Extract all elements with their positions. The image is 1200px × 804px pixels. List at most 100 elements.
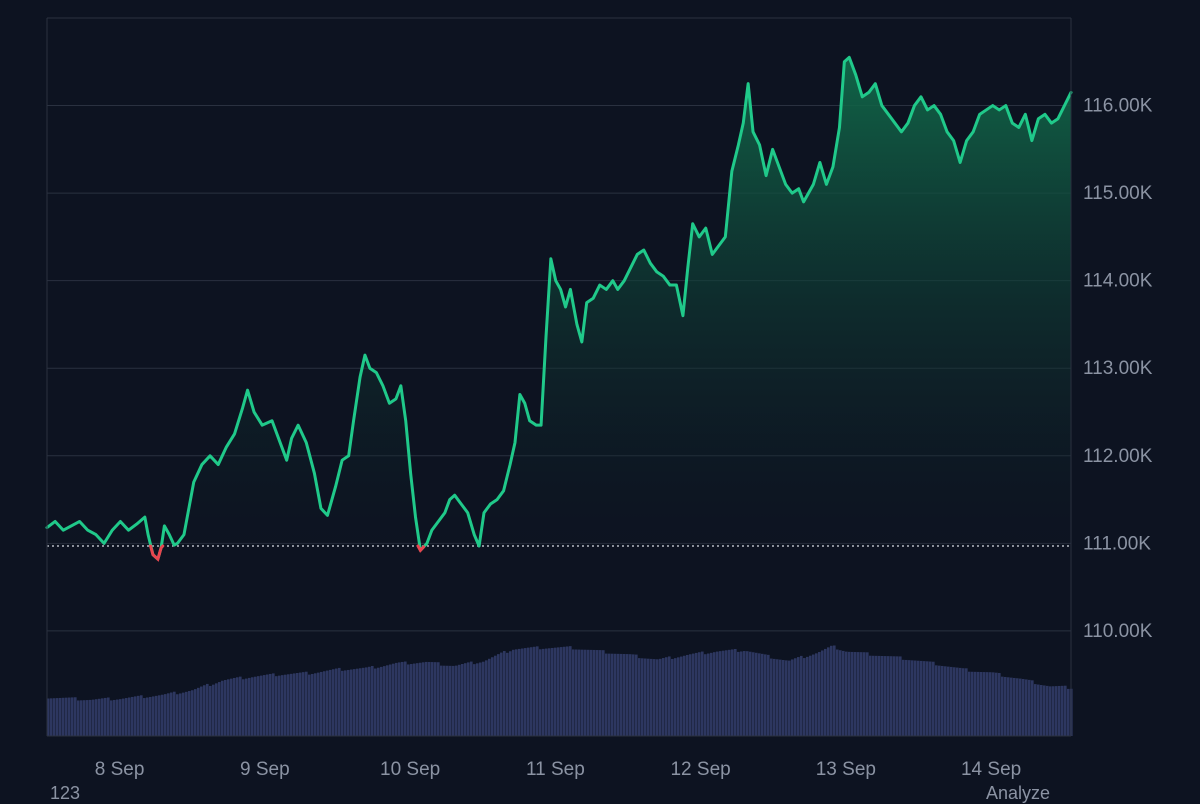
volume-bar <box>467 662 470 736</box>
volume-bar <box>581 650 584 736</box>
volume-bar <box>611 654 614 736</box>
volume-bar <box>545 649 548 736</box>
volume-bar <box>830 646 833 736</box>
volume-bar <box>929 662 932 736</box>
volume-bar <box>179 693 182 736</box>
volume-bar <box>380 667 383 736</box>
volume-bar <box>374 669 377 736</box>
volume-bar <box>341 671 344 736</box>
volume-bar <box>719 651 722 736</box>
volume-bar <box>464 663 467 736</box>
volume-bar <box>770 659 773 736</box>
volume-bar <box>1061 686 1064 736</box>
volume-bar <box>1064 686 1067 736</box>
volume-bar <box>461 664 464 736</box>
volume-bar <box>359 668 362 736</box>
volume-bar <box>458 665 461 736</box>
volume-bar <box>65 698 68 736</box>
volume-bar <box>473 664 476 736</box>
volume-bar <box>206 684 209 736</box>
volume-bar <box>1013 678 1016 736</box>
footer-right-label: Analyze <box>986 783 1050 804</box>
volume-bar <box>329 670 332 736</box>
volume-bar <box>857 652 860 736</box>
volume-bar <box>383 666 386 736</box>
volume-bar <box>344 670 347 736</box>
volume-bar <box>521 648 524 736</box>
volume-bar <box>809 656 812 736</box>
volume-bar <box>593 650 596 736</box>
volume-bar <box>914 661 917 736</box>
volume-bar <box>509 651 512 736</box>
volume-bar <box>968 672 971 736</box>
volume-bar <box>602 650 605 736</box>
volume-bar <box>956 668 959 736</box>
volume-bar <box>296 673 299 736</box>
volume-bar <box>281 675 284 736</box>
volume-bar <box>671 659 674 736</box>
volume-bar <box>839 650 842 736</box>
volume-bar <box>314 673 317 736</box>
volume-bar <box>875 656 878 736</box>
y-tick-label: 116.00K <box>1083 96 1153 117</box>
volume-bar <box>995 673 998 736</box>
volume-bar <box>935 665 938 736</box>
volume-bar <box>947 667 950 736</box>
volume-bar <box>821 650 824 736</box>
volume-bar <box>491 657 494 736</box>
volume-bar <box>542 649 545 736</box>
volume-bar <box>302 672 305 736</box>
volume-bar <box>746 651 749 736</box>
volume-bar <box>677 657 680 736</box>
volume-bar <box>665 657 668 736</box>
x-tick-label: 9 Sep <box>240 759 290 780</box>
volume-bar <box>110 700 113 736</box>
volume-bar <box>347 670 350 736</box>
volume-bar <box>767 655 770 736</box>
volume-bar <box>227 679 230 736</box>
volume-bar <box>1016 678 1019 736</box>
volume-bar <box>428 662 431 736</box>
volume-bar <box>620 654 623 736</box>
volume-bar <box>413 664 416 736</box>
volume-bar <box>845 652 848 736</box>
volume-bar <box>905 660 908 736</box>
volume-bar <box>728 650 731 736</box>
volume-bar <box>152 696 155 736</box>
x-tick-label: 8 Sep <box>95 759 145 780</box>
volume-bar <box>101 698 104 736</box>
volume-bar <box>884 656 887 736</box>
volume-bar <box>878 656 881 736</box>
volume-bar <box>116 700 119 736</box>
volume-bar <box>608 654 611 736</box>
volume-bar <box>1001 677 1004 736</box>
volume-bar <box>182 693 185 736</box>
volume-bar <box>1022 679 1025 736</box>
volume-bar <box>803 658 806 736</box>
volume-bar <box>716 652 719 736</box>
volume-bar <box>74 697 77 736</box>
volume-bar <box>221 681 224 736</box>
volume-bar <box>149 697 152 736</box>
volume-bar <box>440 666 443 736</box>
volume-bar <box>455 666 458 736</box>
volume-bar <box>644 659 647 736</box>
volume-bar <box>623 654 626 736</box>
volume-bar <box>668 656 671 736</box>
volume-bar <box>848 652 851 736</box>
volume-bar <box>797 657 800 736</box>
x-tick-label: 10 Sep <box>380 759 440 780</box>
volume-bar <box>209 686 212 736</box>
volume-bar <box>470 662 473 736</box>
volume-bar <box>128 697 131 736</box>
volume-bar <box>674 658 677 736</box>
volume-bar <box>1028 680 1031 736</box>
volume-bar <box>1037 685 1040 736</box>
volume-bar <box>635 655 638 736</box>
volume-bar <box>50 698 53 736</box>
volume-bar <box>1043 685 1046 736</box>
volume-bar <box>986 672 989 736</box>
volume-bar <box>749 652 752 736</box>
volume-bar <box>68 698 71 736</box>
